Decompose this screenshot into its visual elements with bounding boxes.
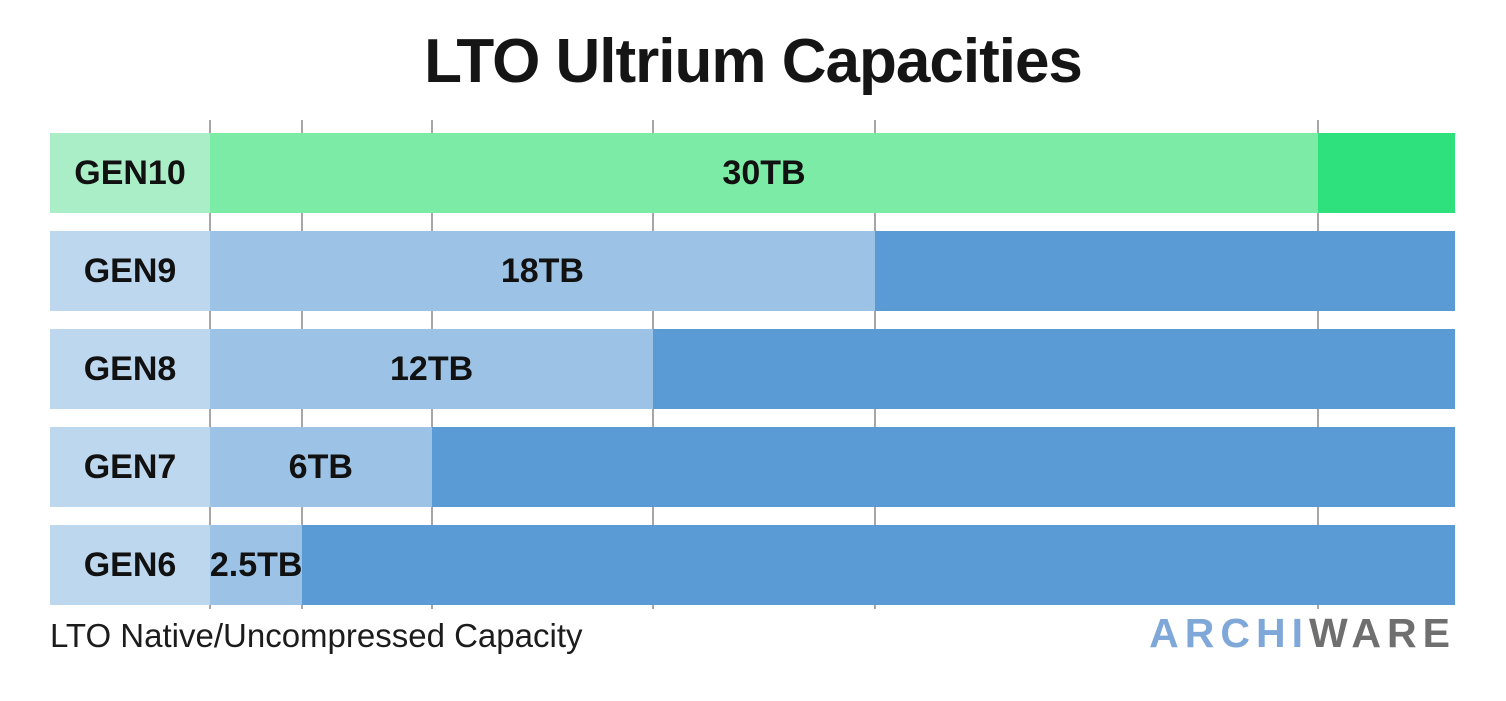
bar-rest-segment: [431, 427, 1455, 507]
bar-rest-segment: [1318, 133, 1455, 213]
bar-label-segment: GEN7: [50, 427, 210, 507]
bar-rest-segment: [302, 525, 1455, 605]
bar-value-segment: 18TB: [210, 231, 875, 311]
bar-rest-segment: [874, 231, 1455, 311]
bar-value-segment: 2.5TB: [210, 525, 302, 605]
archiware-logo: ARCHIWARE: [1149, 610, 1456, 657]
bar-label-segment: GEN8: [50, 329, 210, 409]
logo-text-archi: ARCHI: [1149, 610, 1309, 656]
bar-label-segment: GEN9: [50, 231, 210, 311]
bar-value-segment: 30TB: [210, 133, 1318, 213]
bar-value-segment: 6TB: [210, 427, 432, 507]
chart-title: LTO Ultrium Capacities: [424, 27, 1083, 96]
axis-caption: LTO Native/Uncompressed Capacity: [50, 617, 583, 654]
bar-label-segment: GEN10: [50, 133, 210, 213]
bar-value-segment: 12TB: [210, 329, 654, 409]
bar-rest-segment: [653, 329, 1455, 409]
logo-text-ware: WARE: [1309, 610, 1456, 656]
bar-label-segment: GEN6: [50, 525, 210, 605]
